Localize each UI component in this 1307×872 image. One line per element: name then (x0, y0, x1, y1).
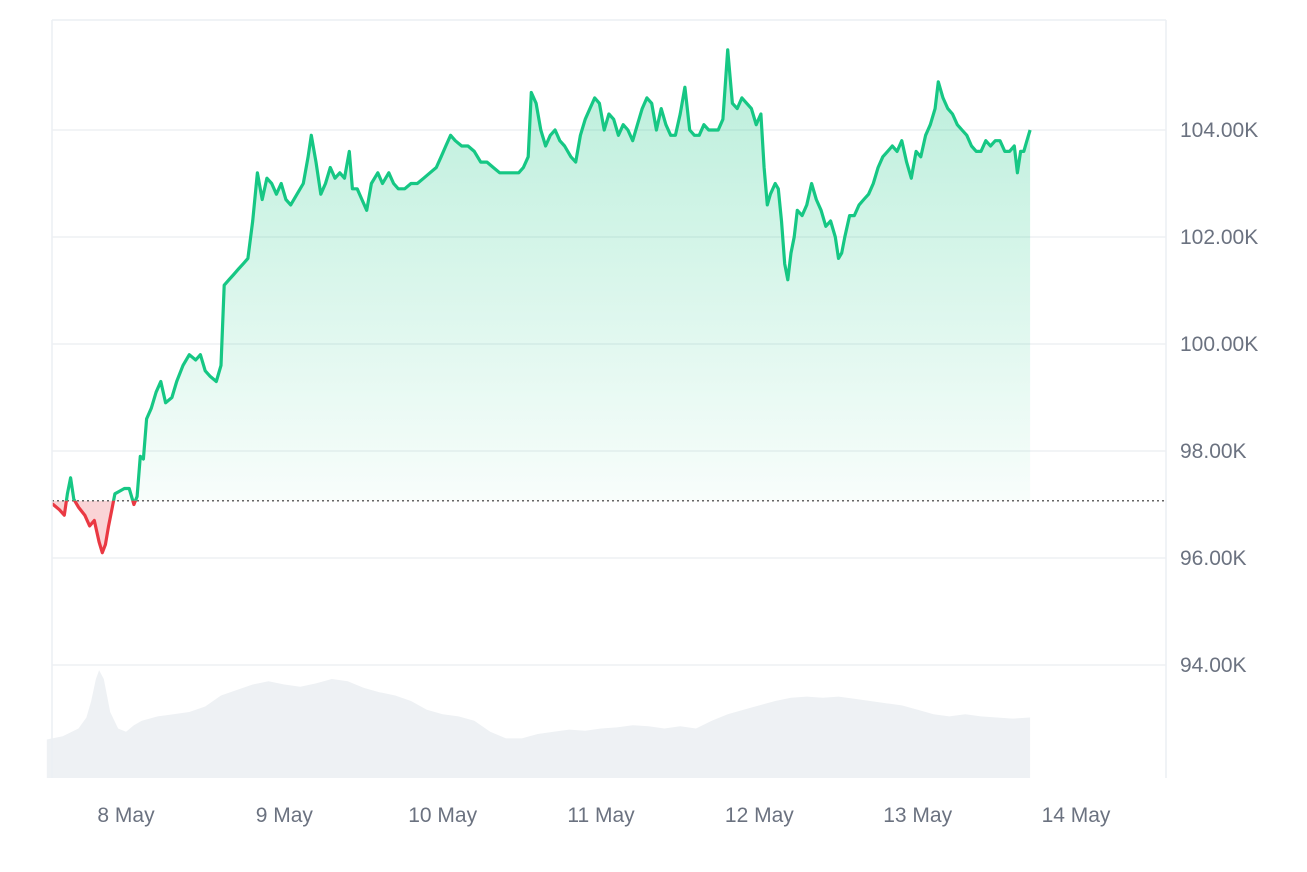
y-tick-label: 100.00K (1180, 333, 1258, 356)
x-tick-label: 8 May (97, 804, 155, 827)
y-tick-label: 98.00K (1180, 440, 1247, 463)
y-tick-label: 94.00K (1180, 654, 1247, 677)
x-tick-label: 11 May (567, 804, 635, 827)
x-tick-label: 9 May (256, 804, 314, 827)
price-line (52, 48, 1032, 555)
x-axis: 8 May 9 May 10 May 11 May 12 May 13 May 14 May (97, 804, 1111, 827)
price-line-up (64, 48, 1032, 501)
plot-frame (51, 19, 1167, 778)
volume-area (46, 670, 1031, 778)
y-tick-label: 104.00K (1180, 119, 1258, 142)
volume-shape (46, 670, 1031, 778)
x-tick-label: 10 May (408, 804, 477, 827)
x-tick-label: 13 May (883, 804, 952, 827)
x-tick-label: 12 May (725, 804, 794, 827)
y-tick-label: 96.00K (1180, 547, 1247, 570)
y-axis: 94.00K 96.00K 98.00K 100.00K 102.00K 104.00K (1180, 119, 1258, 677)
y-tick-label: 102.00K (1180, 226, 1258, 249)
x-tick-label: 14 May (1042, 804, 1111, 827)
